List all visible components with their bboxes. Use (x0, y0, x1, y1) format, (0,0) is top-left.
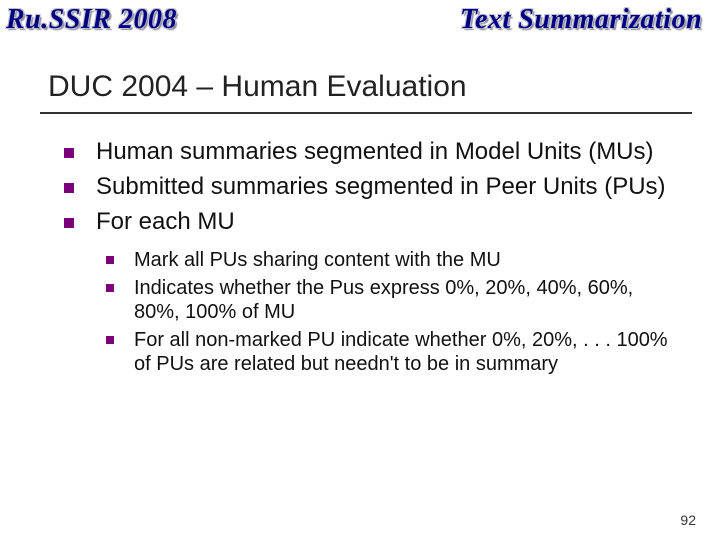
slide-header: Ru.SSIR 2008 Text Summarization (0, 0, 720, 48)
sub-bullet-item: Mark all PUs sharing content with the MU (104, 248, 680, 272)
outer-bullet-list: Human summaries segmented in Model Units… (60, 138, 680, 376)
bullet-item: Human summaries segmented in Model Units… (60, 138, 680, 167)
bullet-item: For each MU Mark all PUs sharing content… (60, 208, 680, 377)
slide-content: Human summaries segmented in Model Units… (60, 138, 680, 376)
inner-bullet-list: Mark all PUs sharing content with the MU… (104, 248, 680, 376)
header-left-text: Ru.SSIR 2008 (6, 4, 177, 36)
sub-bullet-item: For all non-marked PU indicate whether 0… (104, 328, 680, 376)
sub-bullet-item: Indicates whether the Pus express 0%, 20… (104, 276, 680, 324)
bullet-text: For each MU (96, 208, 235, 235)
header-right-text: Text Summarization (460, 4, 702, 36)
page-number: 92 (680, 512, 696, 528)
slide-title: DUC 2004 – Human Evaluation (48, 70, 720, 104)
title-underline (40, 112, 692, 114)
bullet-item: Submitted summaries segmented in Peer Un… (60, 173, 680, 202)
